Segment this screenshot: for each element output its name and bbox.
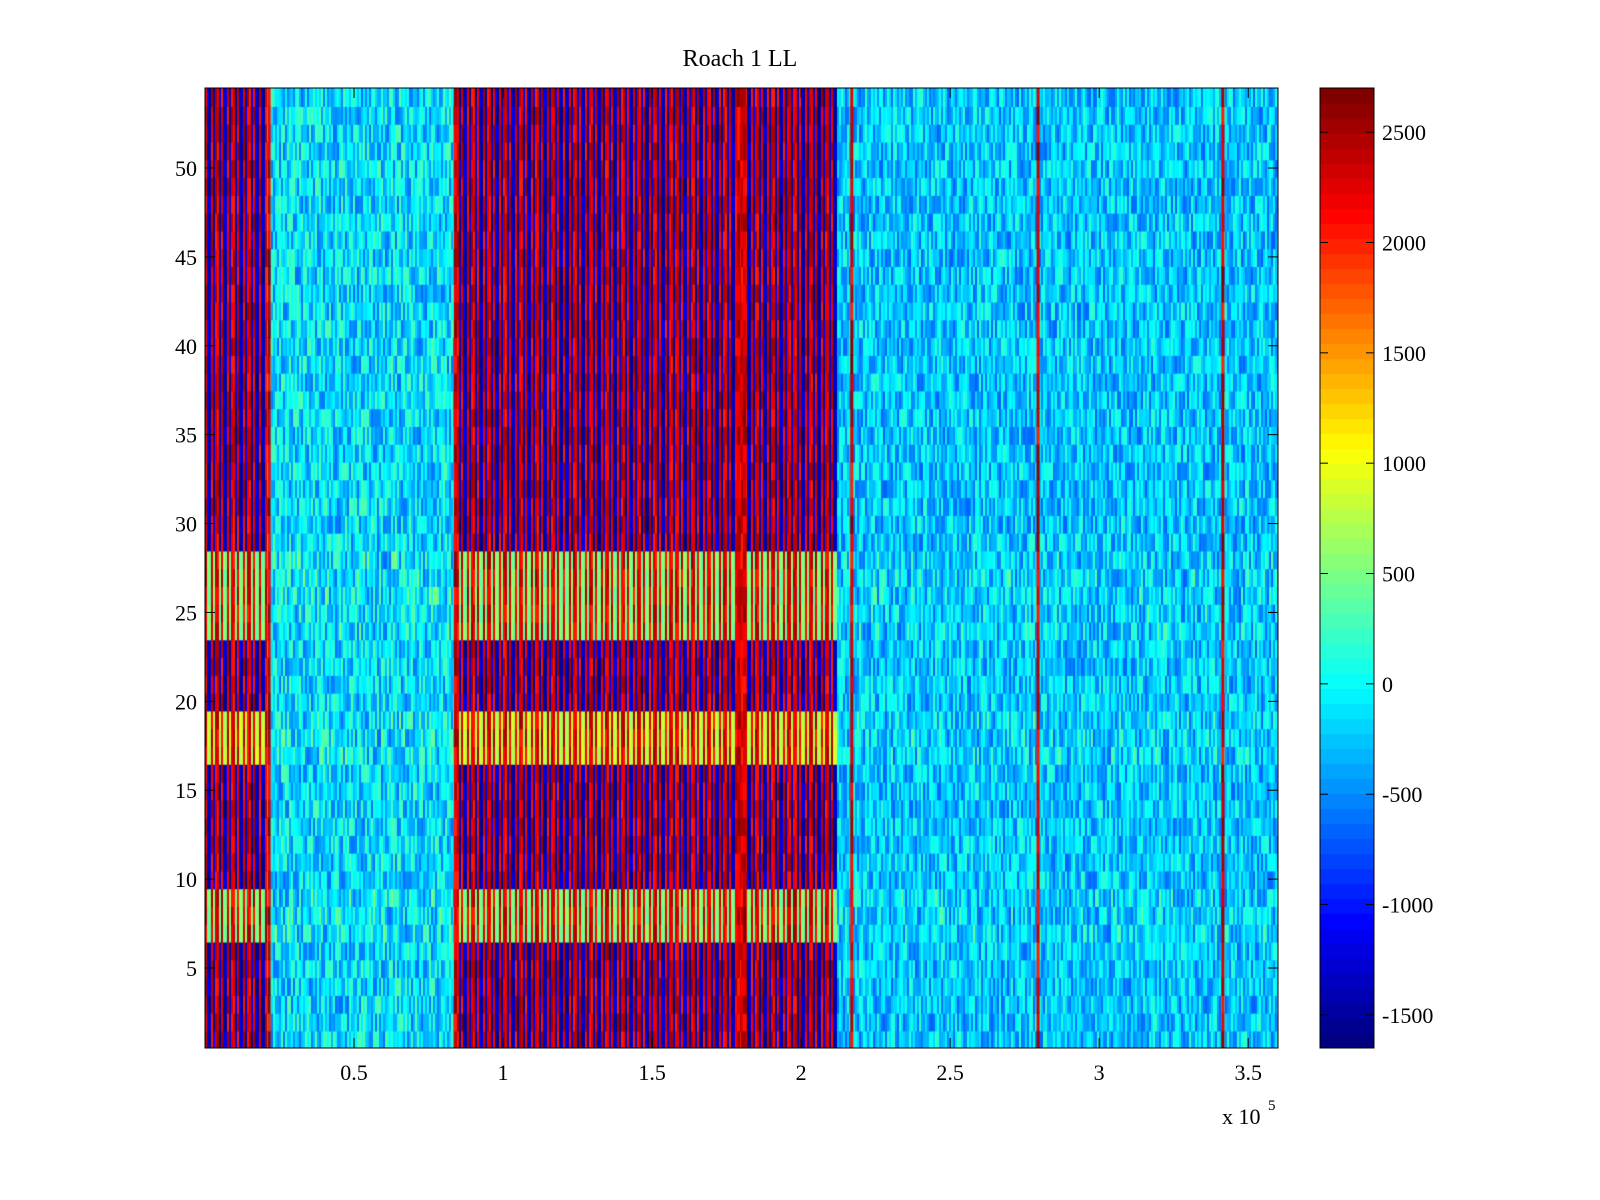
colorbar: 2500 2000 1500 1000 500 0 -500 -1000 -1500 bbox=[1319, 87, 1433, 1049]
colorbar-tick-label: -1500 bbox=[1382, 1003, 1433, 1028]
plot-frame bbox=[204, 87, 1279, 1049]
y-tick-label: 15 bbox=[175, 778, 197, 803]
x-axis: 0.5 1 1.5 2 2.5 3 3.5 bbox=[340, 88, 1262, 1085]
y-tick-label: 40 bbox=[175, 334, 197, 359]
y-tick-label: 50 bbox=[175, 156, 197, 181]
chart-title: Roach 1 LL bbox=[683, 46, 798, 72]
colorbar-gradient bbox=[1320, 88, 1374, 1048]
heatmap-image bbox=[205, 88, 1278, 1048]
colorbar-tick-label: 500 bbox=[1382, 562, 1415, 587]
y-tick-label: 45 bbox=[175, 245, 197, 270]
y-axis: 5 10 15 20 25 30 35 40 45 50 bbox=[175, 156, 1278, 981]
y-tick-label: 35 bbox=[175, 423, 197, 448]
colorbar-tick-label: 0 bbox=[1382, 672, 1393, 697]
x-exponent-power: 5 bbox=[1268, 1098, 1276, 1114]
x-tick-label: 1.5 bbox=[638, 1060, 666, 1085]
x-tick-label: 1 bbox=[498, 1060, 509, 1085]
colorbar-tick-label: -500 bbox=[1382, 782, 1422, 807]
colorbar-tick-label: 2000 bbox=[1382, 230, 1426, 255]
x-exponent-base: x 10 bbox=[1222, 1104, 1261, 1129]
colorbar-ticks: 2500 2000 1500 1000 500 0 -500 -1000 -1500 bbox=[1320, 120, 1433, 1028]
y-tick-label: 10 bbox=[175, 867, 197, 892]
colorbar-tick-label: 1500 bbox=[1382, 341, 1426, 366]
colorbar-frame bbox=[1319, 87, 1375, 1049]
y-tick-label: 30 bbox=[175, 512, 197, 537]
colorbar-tick-label: -1000 bbox=[1382, 893, 1433, 918]
y-tick-label: 20 bbox=[175, 689, 197, 714]
x-axis-exponent: x 10 5 bbox=[1222, 1098, 1276, 1129]
x-tick-label: 3.5 bbox=[1234, 1060, 1262, 1085]
x-tick-label: 2.5 bbox=[936, 1060, 964, 1085]
x-tick-label: 0.5 bbox=[340, 1060, 368, 1085]
x-tick-label: 2 bbox=[796, 1060, 807, 1085]
y-tick-label: 25 bbox=[175, 600, 197, 625]
heatmap-plot-area bbox=[204, 87, 1279, 1049]
colorbar-tick-label: 2500 bbox=[1382, 120, 1426, 145]
colorbar-tick-label: 1000 bbox=[1382, 451, 1426, 476]
y-tick-label: 5 bbox=[186, 956, 197, 981]
x-tick-label: 3 bbox=[1094, 1060, 1105, 1085]
